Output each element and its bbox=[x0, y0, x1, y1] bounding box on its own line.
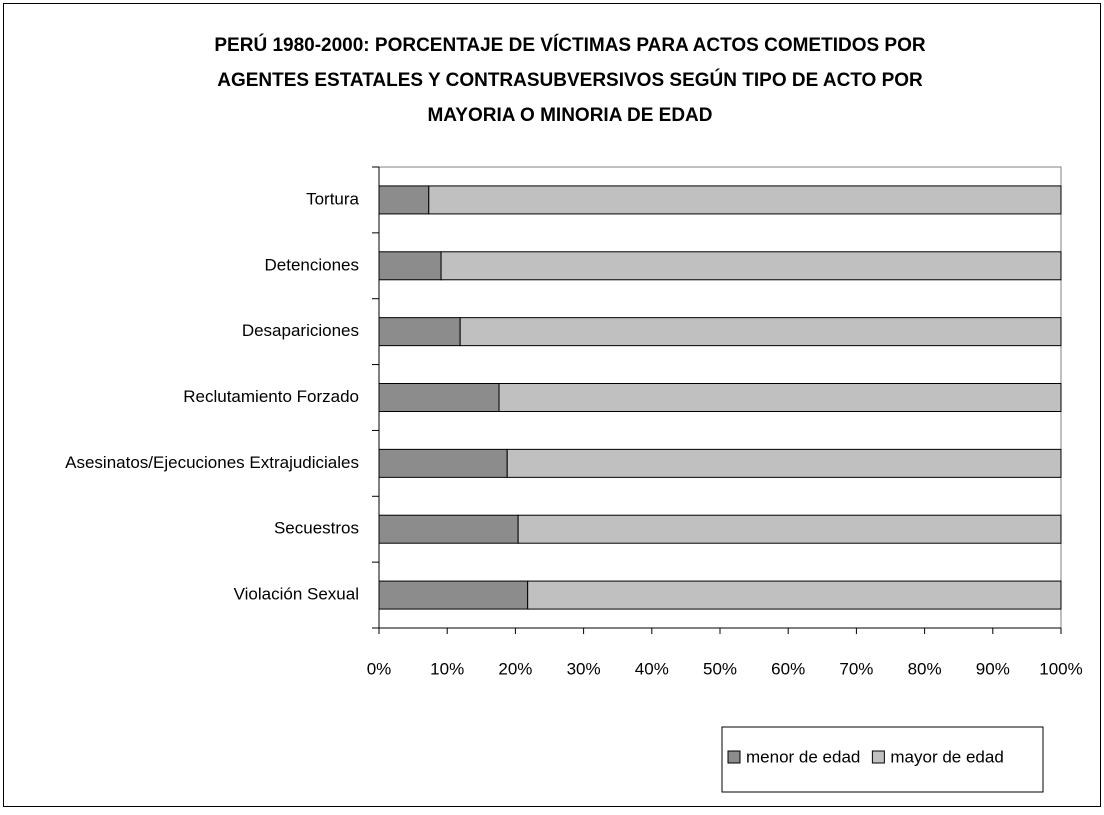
bar-segment bbox=[378, 185, 430, 215]
bar-segment bbox=[378, 448, 508, 478]
chart-title: MAYORIA O MINORIA DE EDAD bbox=[427, 105, 712, 126]
x-tick-label: 10% bbox=[430, 659, 464, 678]
x-tick-label: 20% bbox=[498, 659, 532, 678]
x-tick-label: 100% bbox=[1039, 659, 1082, 678]
bar-segment bbox=[517, 514, 1062, 544]
bar-segment bbox=[506, 448, 1062, 478]
y-tick-label: Desapariciones bbox=[242, 321, 359, 340]
x-tick-label: 50% bbox=[703, 659, 737, 678]
y-tick-label: Reclutamiento Forzado bbox=[183, 387, 359, 406]
bar-segment bbox=[378, 317, 461, 347]
bar-segment bbox=[378, 580, 529, 610]
bar-segment bbox=[378, 251, 442, 281]
y-tick-label: Asesinatos/Ejecuciones Extrajudiciales bbox=[65, 453, 359, 472]
chart-title: PERÚ 1980-2000: PORCENTAJE DE VÍCTIMAS P… bbox=[214, 34, 926, 56]
bar-segment bbox=[498, 383, 1062, 412]
bar-segment bbox=[459, 317, 1062, 347]
x-tick-label: 0% bbox=[367, 659, 392, 678]
bar-segment bbox=[440, 251, 1062, 281]
bar-segment bbox=[378, 383, 500, 412]
x-tick-label: 90% bbox=[976, 659, 1010, 678]
x-tick-label: 70% bbox=[839, 659, 873, 678]
y-tick-label: Secuestros bbox=[274, 519, 359, 538]
chart-title: AGENTES ESTATALES Y CONTRASUBVERSIVOS SE… bbox=[217, 69, 923, 91]
x-tick-label: 60% bbox=[771, 659, 805, 678]
x-tick-label: 40% bbox=[635, 659, 669, 678]
x-tick-label: 80% bbox=[908, 659, 942, 678]
bar-segment bbox=[527, 580, 1062, 610]
x-tick-label: 30% bbox=[567, 659, 601, 678]
bar-segment bbox=[428, 185, 1062, 215]
y-tick-label: Violación Sexual bbox=[234, 585, 359, 604]
legend-swatch bbox=[727, 750, 741, 764]
y-tick-label: Tortura bbox=[306, 189, 359, 208]
legend-label: menor de edad bbox=[746, 747, 860, 766]
legend-swatch bbox=[871, 750, 885, 764]
legend-label: mayor de edad bbox=[890, 747, 1003, 766]
bar-segment bbox=[378, 514, 519, 544]
y-tick-label: Detenciones bbox=[264, 255, 359, 274]
